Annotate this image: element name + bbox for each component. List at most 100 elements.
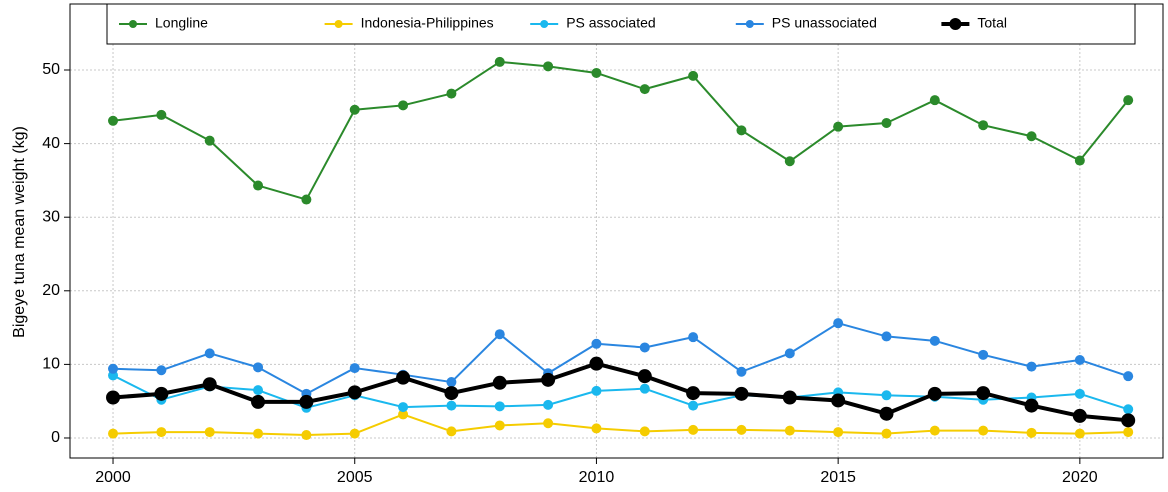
data-point: [156, 365, 167, 376]
data-point: [106, 390, 121, 405]
data-point: [833, 121, 844, 132]
data-point: [444, 386, 459, 401]
legend-marker: [334, 20, 343, 28]
data-point: [253, 362, 264, 373]
data-point: [591, 385, 602, 396]
data-point: [1123, 404, 1134, 415]
data-point: [253, 180, 264, 191]
data-point: [929, 95, 940, 106]
legend-marker: [949, 18, 962, 30]
data-point: [1121, 413, 1136, 428]
data-point: [154, 386, 169, 401]
data-point: [1026, 427, 1037, 438]
data-point: [782, 390, 797, 405]
data-point: [398, 409, 409, 420]
data-point: [1026, 131, 1037, 142]
data-point: [929, 335, 940, 346]
x-tick-label: 2020: [1062, 469, 1098, 486]
data-point: [204, 135, 215, 146]
data-point: [1026, 361, 1037, 372]
data-point: [202, 377, 217, 392]
data-point: [591, 423, 602, 434]
data-point: [688, 332, 699, 343]
data-point: [347, 385, 362, 400]
data-point: [108, 115, 119, 126]
data-point: [686, 386, 701, 401]
data-point: [637, 369, 652, 384]
legend-label: Longline: [155, 15, 208, 31]
data-point: [736, 366, 747, 377]
data-point: [446, 400, 457, 411]
data-point: [156, 427, 167, 438]
data-point: [108, 428, 119, 439]
data-point: [978, 120, 989, 131]
data-point: [494, 329, 505, 340]
data-point: [543, 399, 554, 410]
x-tick-label: 2010: [579, 469, 615, 486]
legend-marker: [745, 20, 754, 28]
data-point: [541, 372, 556, 387]
data-point: [639, 342, 650, 353]
legend-marker: [540, 20, 549, 28]
data-point: [396, 370, 411, 385]
x-tick-label: 2015: [820, 469, 856, 486]
y-tick-label: 30: [42, 208, 60, 225]
data-point: [494, 401, 505, 412]
data-point: [446, 426, 457, 437]
series-line: [112, 374, 1129, 411]
data-point: [1074, 354, 1085, 365]
data-point: [204, 427, 215, 438]
x-tick-label: 2005: [337, 469, 373, 486]
y-tick-label: 20: [42, 282, 60, 299]
data-point: [1123, 371, 1134, 382]
series-line: [112, 322, 1129, 395]
data-point: [736, 125, 747, 136]
data-point: [1123, 95, 1134, 106]
legend-label: PS unassociated: [772, 15, 877, 31]
data-point: [734, 386, 749, 401]
data-point: [639, 426, 650, 437]
data-point: [784, 425, 795, 436]
data-point: [1024, 398, 1039, 413]
data-point: [543, 418, 554, 429]
data-point: [349, 363, 360, 374]
y-axis-label: Bigeye tuna mean weight (kg): [11, 126, 28, 338]
data-point: [927, 386, 942, 401]
data-point: [688, 400, 699, 411]
data-point: [492, 375, 507, 390]
data-point: [833, 427, 844, 438]
data-point: [784, 348, 795, 359]
data-point: [204, 348, 215, 359]
data-point: [591, 338, 602, 349]
data-point: [736, 424, 747, 435]
y-tick-label: 0: [51, 429, 60, 446]
data-point: [688, 424, 699, 435]
data-point: [978, 349, 989, 360]
data-point: [108, 363, 119, 374]
data-point: [253, 428, 264, 439]
data-point: [1074, 388, 1085, 399]
data-point: [591, 67, 602, 78]
data-point: [253, 385, 264, 396]
data-point: [688, 70, 699, 81]
data-point: [881, 118, 892, 129]
data-point: [929, 425, 940, 436]
data-point: [831, 393, 846, 408]
legend-label: PS associated: [566, 15, 656, 31]
data-point: [251, 394, 266, 409]
data-point: [398, 100, 409, 111]
data-point: [349, 104, 360, 115]
data-point: [1074, 428, 1085, 439]
data-point: [881, 390, 892, 401]
series-line: [112, 60, 1129, 201]
data-point: [446, 88, 457, 99]
data-point: [1074, 155, 1085, 166]
data-point: [349, 428, 360, 439]
series-line: [112, 413, 1129, 437]
y-tick-label: 10: [42, 356, 60, 373]
legend-label: Total: [977, 15, 1007, 31]
data-point: [833, 318, 844, 329]
data-point: [494, 56, 505, 67]
data-point: [639, 84, 650, 95]
